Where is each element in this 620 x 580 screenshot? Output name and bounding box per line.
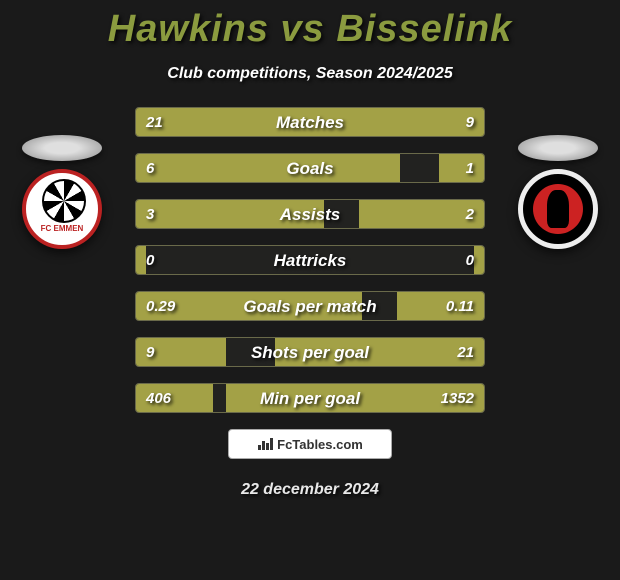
team-left-crest	[22, 135, 102, 255]
comparison-title: Hawkins vs Bisselink	[0, 0, 620, 51]
stat-value-left: 3	[146, 200, 154, 228]
site-logo: FcTables.com	[228, 429, 392, 459]
stat-label: Min per goal	[136, 384, 484, 412]
team-left-badge	[22, 169, 102, 249]
chart-icon	[257, 437, 273, 451]
stat-row: Matches21 9	[135, 107, 485, 137]
stat-value-left: 21	[146, 108, 163, 136]
site-name: FcTables.com	[277, 437, 363, 452]
season-subtitle: Club competitions, Season 2024/2025	[0, 65, 620, 83]
stat-row: Goals per match0.29 0.11	[135, 291, 485, 321]
stat-bars: Matches219Goals61Assists32Hattricks00Goa…	[135, 107, 485, 413]
stat-row: Assists3 2	[135, 199, 485, 229]
stat-value-left: 0.29	[146, 292, 175, 320]
stat-value-right: 21	[457, 338, 474, 366]
stat-label: Shots per goal	[136, 338, 484, 366]
stat-label: Matches	[136, 108, 484, 136]
stat-label: Hattricks	[136, 246, 484, 274]
footer-date: 22 december 2024	[0, 481, 620, 499]
stat-value-right: 9	[466, 108, 474, 136]
stat-label: Goals per match	[136, 292, 484, 320]
stat-row: Hattricks0 0	[135, 245, 485, 275]
stat-label: Goals	[136, 154, 484, 182]
stat-value-left: 406	[146, 384, 171, 412]
team-right-badge	[518, 169, 598, 249]
team-right-crest	[518, 135, 598, 255]
team-right-platform	[518, 135, 598, 161]
stat-value-right: 1352	[441, 384, 474, 412]
stat-row: Goals6 1	[135, 153, 485, 183]
stat-value-right: 0	[466, 246, 474, 274]
stat-row: Min per goal406 1352	[135, 383, 485, 413]
team-left-platform	[22, 135, 102, 161]
stat-label: Assists	[136, 200, 484, 228]
stat-value-right: 2	[466, 200, 474, 228]
stat-value-left: 0	[146, 246, 154, 274]
stat-value-right: 0.11	[446, 292, 474, 320]
stat-row: Shots per goal9 21	[135, 337, 485, 367]
stat-value-right: 1	[466, 154, 474, 182]
stat-value-left: 6	[146, 154, 154, 182]
stat-value-left: 9	[146, 338, 154, 366]
content-area: Matches219Goals61Assists32Hattricks00Goa…	[0, 107, 620, 413]
